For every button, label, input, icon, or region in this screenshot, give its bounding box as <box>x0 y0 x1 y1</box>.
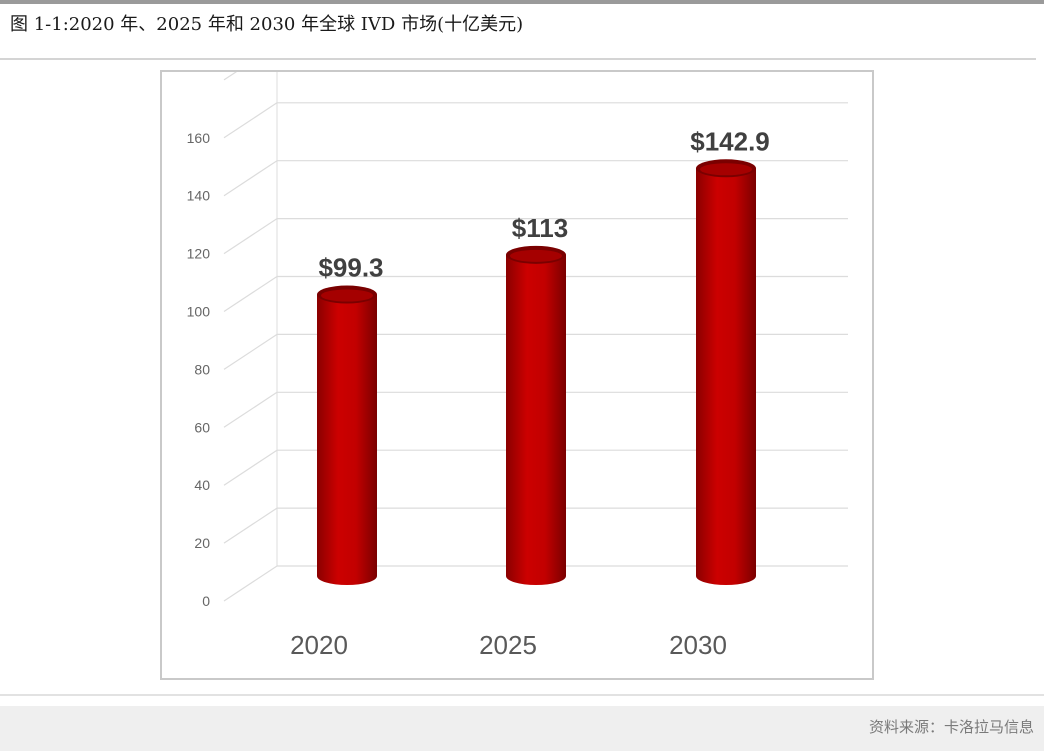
title-divider <box>0 58 1036 60</box>
chart-frame: 0 20 40 60 80 100 120 140 160 $99.3 2020 $113 2025 $… <box>160 70 874 680</box>
gridline-side <box>223 72 238 81</box>
gridline-side <box>223 102 278 139</box>
bar-chart: 0 20 40 60 80 100 120 140 160 $99.3 2020 $113 2025 $… <box>187 72 848 660</box>
y-tick-label: 80 <box>194 361 210 377</box>
y-tick-label: 160 <box>187 130 211 146</box>
gridline-side <box>223 218 278 255</box>
x-tick-label: 2030 <box>669 630 727 660</box>
gridline-side <box>223 391 278 428</box>
bar-2020 <box>317 294 377 585</box>
data-label: $142.9 <box>690 126 770 156</box>
gridline-side <box>223 565 278 602</box>
gridline-side <box>223 507 278 544</box>
bar-2025 <box>506 254 566 586</box>
source-note: 资料来源：卡洛拉马信息 <box>868 718 1034 736</box>
gridline-side <box>223 449 278 486</box>
y-tick-label: 0 <box>202 593 210 609</box>
x-tick-label: 2020 <box>290 630 348 660</box>
y-tick-label: 120 <box>187 246 211 262</box>
bar-top-shine <box>510 249 562 262</box>
bar-2030 <box>696 168 756 585</box>
y-tick-label: 60 <box>194 419 210 435</box>
figure-title: 图 1-1:2020 年、2025 年和 2030 年全球 IVD 市场(十亿美… <box>10 14 524 35</box>
bottom-divider <box>0 694 1044 696</box>
top-rule <box>0 0 1044 4</box>
y-tick-label: 40 <box>194 477 210 493</box>
bar-top-shine <box>321 289 373 302</box>
bar-top-shine <box>700 163 752 176</box>
y-tick-label: 100 <box>187 304 211 320</box>
gridline-side <box>223 275 278 313</box>
gridline-side <box>223 160 278 197</box>
y-tick-label: 20 <box>194 535 210 551</box>
footer-band: 资料来源：卡洛拉马信息 <box>0 706 1044 751</box>
gridline-side <box>223 333 278 370</box>
data-label: $99.3 <box>318 253 383 283</box>
x-tick-label: 2025 <box>479 630 537 660</box>
data-label: $113 <box>512 213 568 243</box>
y-tick-label: 140 <box>187 188 211 204</box>
